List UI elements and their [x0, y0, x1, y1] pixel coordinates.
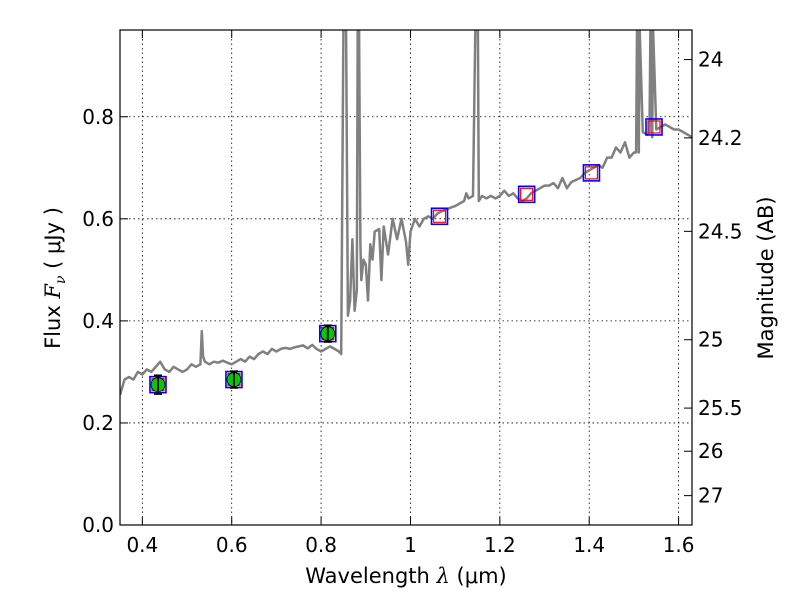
x-tick-label: 1.4	[573, 533, 605, 557]
magnitude-tick-label: 24.5	[698, 219, 743, 243]
y-axis-label: Flux Fν ( μJy )	[41, 207, 69, 349]
x-tick-label: 1.2	[484, 533, 516, 557]
model-photometry-marker	[584, 166, 599, 180]
y-tick-label: 0.6	[82, 207, 114, 231]
magnitude-tick-label: 24	[698, 48, 723, 72]
x-ticks: 0.4 0.6 0.8 1 1.2 1.4 1.6	[126, 30, 695, 557]
model-photometry-marker	[432, 209, 447, 223]
x-tick-label: 1	[404, 533, 417, 557]
magnitude-tick-label: 27	[698, 484, 723, 508]
x-axis-label: Wavelength λ (μm)	[305, 564, 506, 588]
model-spectrum-layer	[120, 30, 692, 396]
y-tick-label: 0.2	[82, 411, 114, 435]
model-photometry-marker	[647, 120, 661, 134]
x-tick-label: 1.6	[663, 533, 695, 557]
model-photometry-box	[430, 207, 449, 226]
model-photometry-box	[517, 185, 536, 204]
plot-frame	[119, 29, 693, 526]
magnitude-tick-label: 26	[698, 439, 723, 463]
y-ticks: 0.0 0.2 0.4 0.6 0.8	[82, 105, 128, 537]
model-photometry-box	[645, 118, 663, 136]
magnitude-axis-label: Magnitude (AB)	[754, 196, 778, 359]
photometry-layer	[149, 118, 663, 395]
x-tick-label: 0.4	[126, 533, 158, 557]
model-spectrum-line	[120, 30, 692, 396]
y-tick-label: 0.4	[82, 309, 114, 333]
model-photometry-marker	[520, 187, 534, 201]
x-tick-label: 0.8	[305, 533, 337, 557]
magnitude-tick-label: 24.2	[698, 126, 743, 150]
gridlines	[120, 30, 692, 526]
model-photometry-box	[582, 164, 601, 182]
magnitude-tick-label: 25	[698, 328, 723, 352]
magnitude-ticks: 24 24.2 24.5 25 25.5 26 27	[684, 48, 743, 508]
x-tick-label: 0.6	[216, 533, 248, 557]
magnitude-tick-label: 25.5	[698, 396, 743, 420]
y-tick-label: 0.0	[82, 513, 114, 537]
y-tick-label: 0.8	[82, 105, 114, 129]
